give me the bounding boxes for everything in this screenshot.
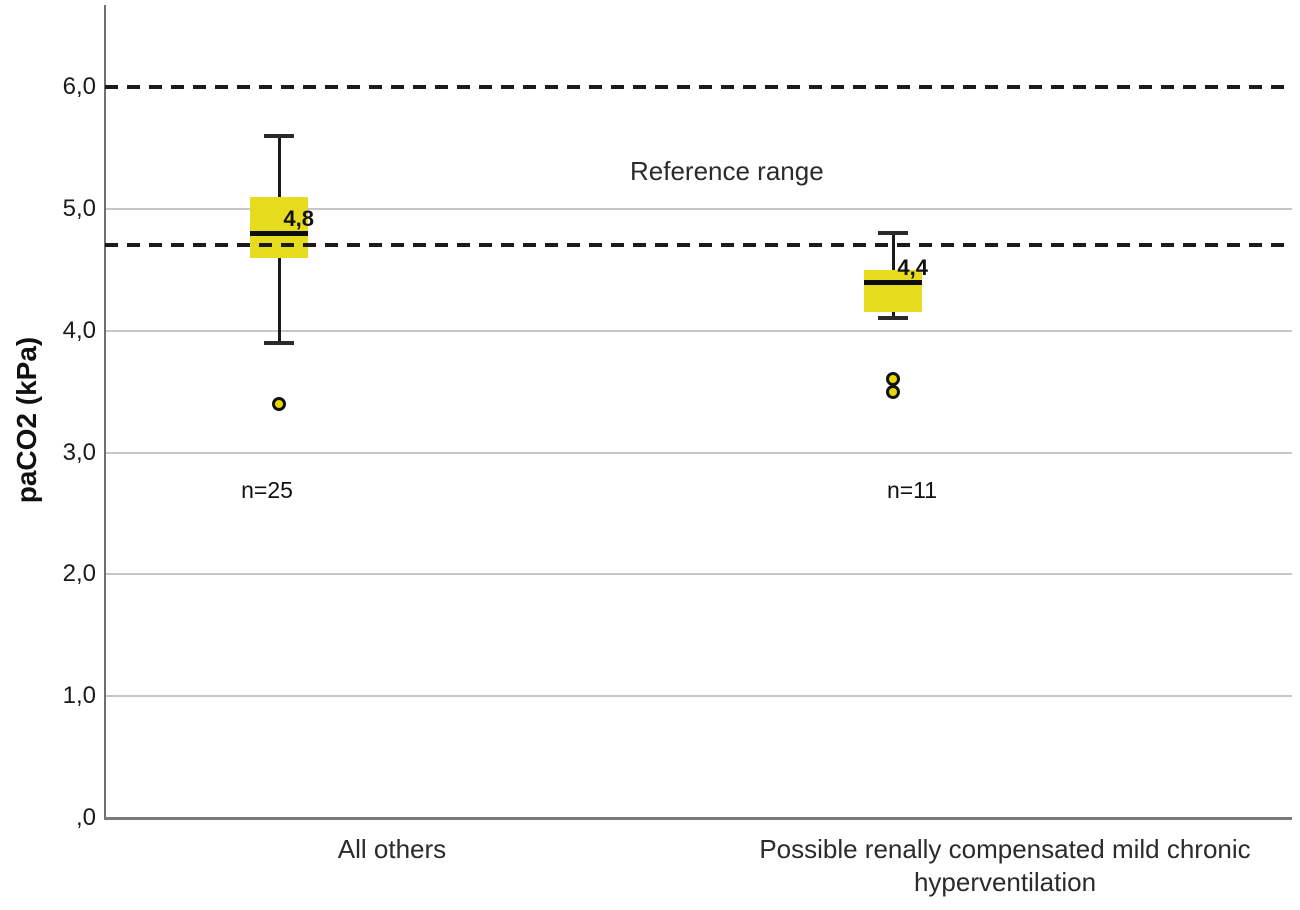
gridline	[105, 695, 1292, 697]
median-value-label: 4,8	[283, 206, 314, 231]
outlier-point	[272, 397, 286, 411]
gridline	[105, 330, 1292, 332]
gridline	[105, 573, 1292, 575]
median-value-label: 4,4	[897, 255, 928, 280]
gridline	[105, 208, 1292, 210]
whisker-cap-top	[264, 134, 294, 138]
median-line	[250, 231, 308, 236]
n-count-label: n=25	[241, 477, 293, 503]
y-tick-label: ,0	[75, 804, 96, 831]
y-tick-label: 2,0	[62, 560, 96, 587]
reference-range-label: Reference range	[630, 156, 824, 186]
y-tick-label: 6,0	[62, 73, 96, 100]
iqr-box	[864, 270, 922, 312]
median-line	[864, 280, 922, 285]
y-axis-line	[104, 5, 106, 818]
gridline	[105, 452, 1292, 454]
y-tick-label: 3,0	[62, 439, 96, 466]
y-tick-label: 4,0	[62, 317, 96, 344]
iqr-box	[250, 197, 308, 258]
reference-dashed-line	[105, 243, 1287, 247]
whisker-cap-top	[878, 231, 908, 235]
whisker-cap-bottom	[878, 316, 908, 320]
x-category-label-hyperventilation: Possible renally compensated mild chroni…	[759, 834, 1251, 897]
x-category-label-all-others: All others	[337, 834, 447, 864]
y-tick-label: 5,0	[62, 195, 96, 222]
whisker-cap-bottom	[264, 341, 294, 345]
y-tick-label: 1,0	[62, 682, 96, 709]
x-axis-line	[104, 817, 1292, 820]
outlier-point	[886, 372, 900, 386]
outlier-point	[886, 385, 900, 399]
n-count-label: n=11	[886, 477, 938, 503]
reference-dashed-line	[105, 85, 1287, 89]
y-axis-title: paCO2 (kPa)	[11, 336, 42, 504]
